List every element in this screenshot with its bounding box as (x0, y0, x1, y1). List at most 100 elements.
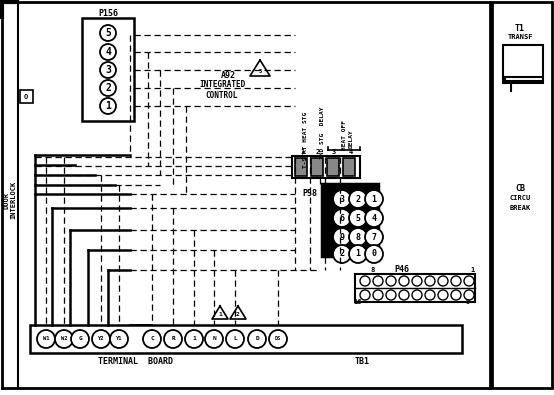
Text: INTEGRATED
CONTROL: INTEGRATED CONTROL (199, 80, 245, 100)
Circle shape (143, 330, 161, 348)
Circle shape (365, 245, 383, 263)
Circle shape (100, 80, 116, 96)
Circle shape (365, 228, 383, 246)
Text: 1: 1 (218, 312, 222, 316)
Text: 8: 8 (356, 233, 361, 241)
Circle shape (185, 330, 203, 348)
Circle shape (360, 290, 370, 300)
Bar (355, 274, 475, 302)
Text: O: O (24, 94, 28, 100)
Text: P58: P58 (302, 188, 317, 198)
Text: 2: 2 (105, 83, 111, 93)
Bar (20, 90, 33, 103)
Text: HEAT OFF: HEAT OFF (341, 120, 346, 150)
Circle shape (205, 330, 223, 348)
Text: G: G (78, 337, 82, 342)
Circle shape (333, 190, 351, 208)
Circle shape (37, 330, 55, 348)
Text: BREAK: BREAK (509, 205, 531, 211)
Circle shape (464, 276, 474, 286)
Bar (311, 158, 323, 176)
Circle shape (425, 276, 435, 286)
Circle shape (100, 62, 116, 78)
Bar (292, 156, 360, 178)
Text: 2: 2 (316, 149, 320, 155)
Text: CB: CB (515, 184, 525, 192)
Circle shape (365, 190, 383, 208)
Circle shape (100, 25, 116, 41)
Text: 3: 3 (340, 194, 345, 203)
Bar (30, 325, 462, 353)
Circle shape (55, 330, 73, 348)
Text: 9: 9 (340, 233, 345, 241)
Text: C: C (150, 337, 154, 342)
Circle shape (438, 290, 448, 300)
Circle shape (100, 98, 116, 114)
Bar (492, 2, 552, 388)
Text: T1: T1 (515, 23, 525, 32)
Text: R: R (171, 337, 175, 342)
Text: 6: 6 (340, 214, 345, 222)
Circle shape (373, 276, 383, 286)
Circle shape (349, 245, 367, 263)
Text: DS: DS (275, 337, 281, 342)
Text: N: N (212, 337, 216, 342)
Text: 1: 1 (192, 337, 196, 342)
Circle shape (412, 290, 422, 300)
Text: 3: 3 (332, 149, 336, 155)
Text: TB1: TB1 (355, 357, 370, 365)
Circle shape (248, 330, 266, 348)
Circle shape (451, 290, 461, 300)
Circle shape (386, 276, 396, 286)
Circle shape (349, 209, 367, 227)
Circle shape (438, 276, 448, 286)
Text: Y2: Y2 (98, 337, 104, 342)
Text: 0: 0 (372, 250, 377, 258)
Text: 7: 7 (372, 233, 377, 241)
Text: 4: 4 (349, 149, 353, 155)
Text: DOOR
INTERLOCK: DOOR INTERLOCK (3, 181, 17, 219)
Text: 2ND STG  DELAY: 2ND STG DELAY (320, 107, 325, 159)
Bar (82, 18, 134, 121)
Text: A92: A92 (220, 70, 235, 79)
Circle shape (451, 276, 461, 286)
Circle shape (464, 290, 474, 300)
Circle shape (365, 209, 383, 227)
Circle shape (92, 330, 110, 348)
Text: 2: 2 (340, 250, 345, 258)
Circle shape (100, 44, 116, 60)
Text: 5: 5 (258, 68, 261, 73)
Text: P156: P156 (98, 9, 118, 17)
Text: 5: 5 (356, 214, 361, 222)
Text: 9: 9 (466, 299, 470, 305)
Text: CIRCU: CIRCU (509, 195, 531, 201)
Text: W2: W2 (61, 337, 67, 342)
Text: W1: W1 (43, 337, 49, 342)
Bar (503, 45, 543, 83)
Circle shape (386, 290, 396, 300)
Text: DELAY: DELAY (348, 130, 353, 149)
Bar (295, 158, 307, 176)
Circle shape (349, 190, 367, 208)
Text: 4: 4 (105, 47, 111, 57)
Text: 1: 1 (300, 149, 304, 155)
Text: 5: 5 (105, 28, 111, 38)
Text: L: L (233, 337, 237, 342)
Text: 3: 3 (105, 65, 111, 75)
Circle shape (333, 245, 351, 263)
Text: 4: 4 (372, 214, 377, 222)
Text: 2: 2 (356, 194, 361, 203)
Circle shape (425, 290, 435, 300)
Circle shape (333, 228, 351, 246)
Circle shape (373, 290, 383, 300)
Circle shape (164, 330, 182, 348)
Text: 1: 1 (356, 250, 361, 258)
Text: T-STAT HEAT STG: T-STAT HEAT STG (302, 112, 307, 168)
Circle shape (226, 330, 244, 348)
Circle shape (71, 330, 89, 348)
Circle shape (360, 276, 370, 286)
Circle shape (399, 290, 409, 300)
Text: TRANSF: TRANSF (507, 34, 533, 40)
Bar (322, 184, 378, 256)
Bar (327, 158, 339, 176)
